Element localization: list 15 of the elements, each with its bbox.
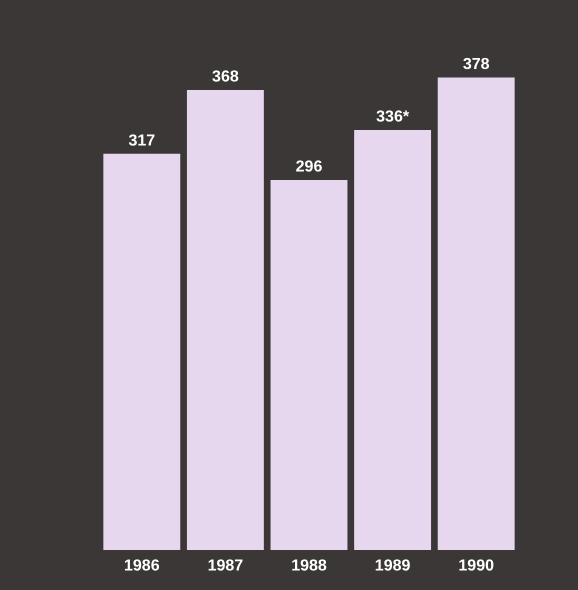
- bar: [438, 78, 515, 550]
- x-tick-label: 1990: [458, 558, 494, 574]
- data-label: 317: [128, 132, 156, 150]
- data-label: 368: [212, 68, 239, 86]
- data-label: 378: [462, 56, 490, 73]
- bar: [270, 180, 348, 550]
- x-tick-label: 1989: [374, 558, 410, 574]
- x-tick-label: 1988: [291, 558, 327, 574]
- x-tick-label: 1987: [208, 558, 244, 574]
- bar: [354, 130, 432, 550]
- data-label: 336*: [376, 108, 410, 126]
- bar: [103, 154, 180, 550]
- data-label: 296: [296, 158, 322, 176]
- bar: [186, 90, 264, 550]
- x-tick-label: 1986: [124, 558, 160, 574]
